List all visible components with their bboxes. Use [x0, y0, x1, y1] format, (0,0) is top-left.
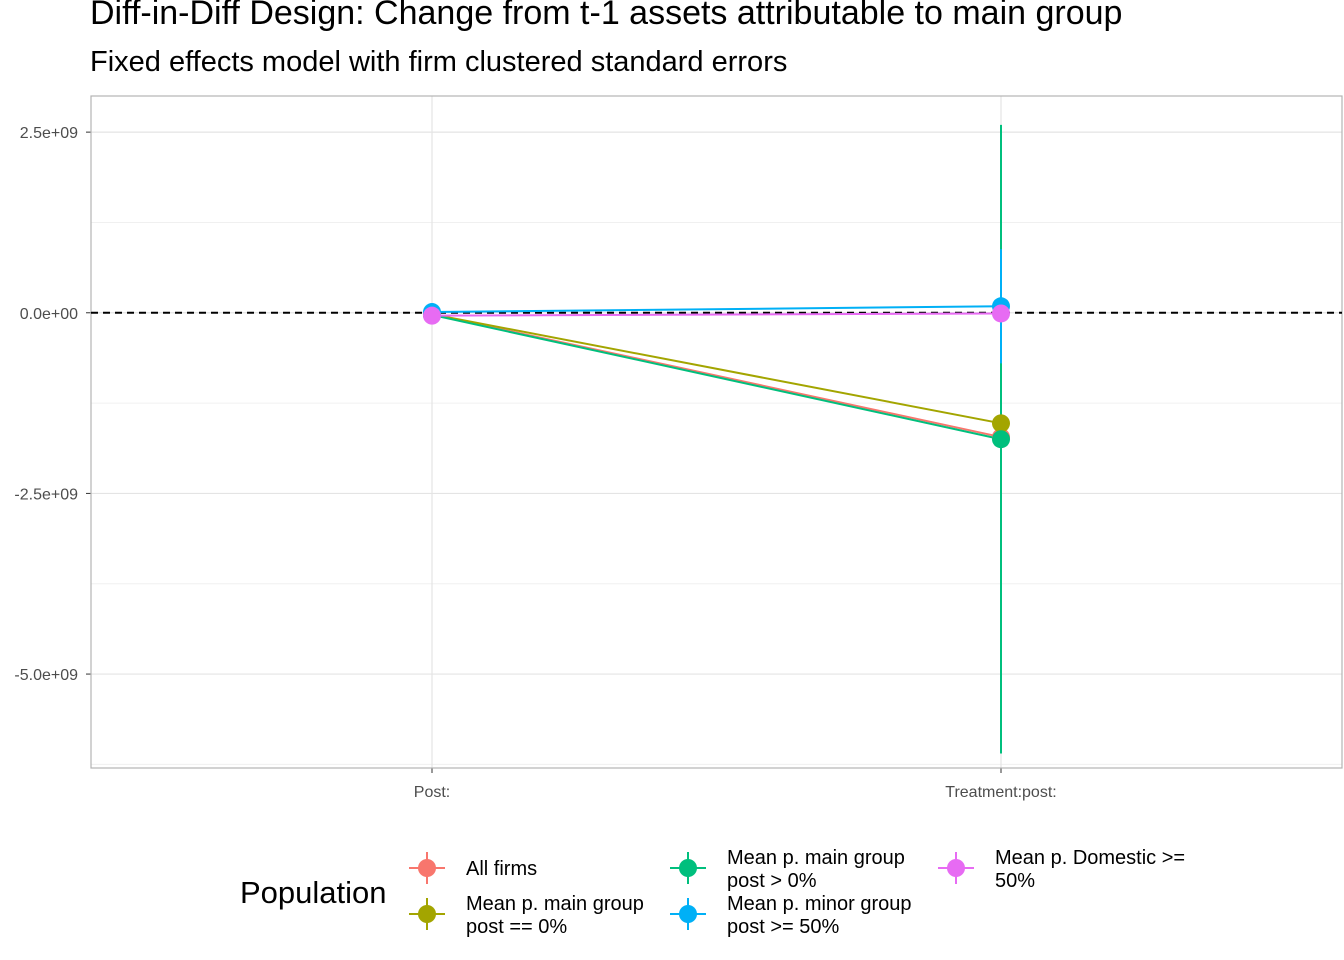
- y-tick-label: -2.5e+09: [14, 486, 78, 503]
- series-line-1: [431, 313, 1002, 425]
- chart-title: Diff-in-Diff Design: Change from t-1 ass…: [90, 0, 1123, 32]
- legend-key-4: [938, 852, 974, 884]
- chart-subtitle: Fixed effects model with firm clustered …: [90, 46, 788, 78]
- data-point-4: [992, 304, 1010, 323]
- legend-title: Population: [240, 875, 387, 910]
- legend-key-0: [409, 852, 445, 884]
- legend-key-1: [409, 898, 445, 930]
- y-tick-label: -5.0e+09: [14, 667, 78, 684]
- x-tick-label: Post:: [414, 784, 450, 801]
- legend-label-4: Mean p. Domestic >= 50%: [995, 847, 1186, 892]
- data-point-4: [423, 306, 441, 325]
- data-point-1: [992, 414, 1010, 433]
- x-tick-label: Treatment:post:: [945, 784, 1056, 801]
- panel-border: [90, 95, 1343, 769]
- legend-label-0: All firms: [466, 858, 538, 880]
- legend-label-3: Mean p. minor group post >= 50%: [727, 893, 912, 938]
- y-tick-label: 2.5e+09: [20, 125, 78, 142]
- series-line-3: [431, 305, 1002, 314]
- legend-key-2: [670, 852, 706, 884]
- legend-label-2: Mean p. main group post > 0%: [727, 847, 905, 892]
- legend-label-1: Mean p. main group post == 0%: [466, 893, 644, 938]
- legend-key-3: [670, 898, 706, 930]
- data-point-2: [992, 430, 1010, 449]
- series-line-4: [431, 312, 1002, 317]
- y-tick-label: 0.0e+00: [20, 306, 78, 323]
- series-line-2: [431, 313, 1002, 441]
